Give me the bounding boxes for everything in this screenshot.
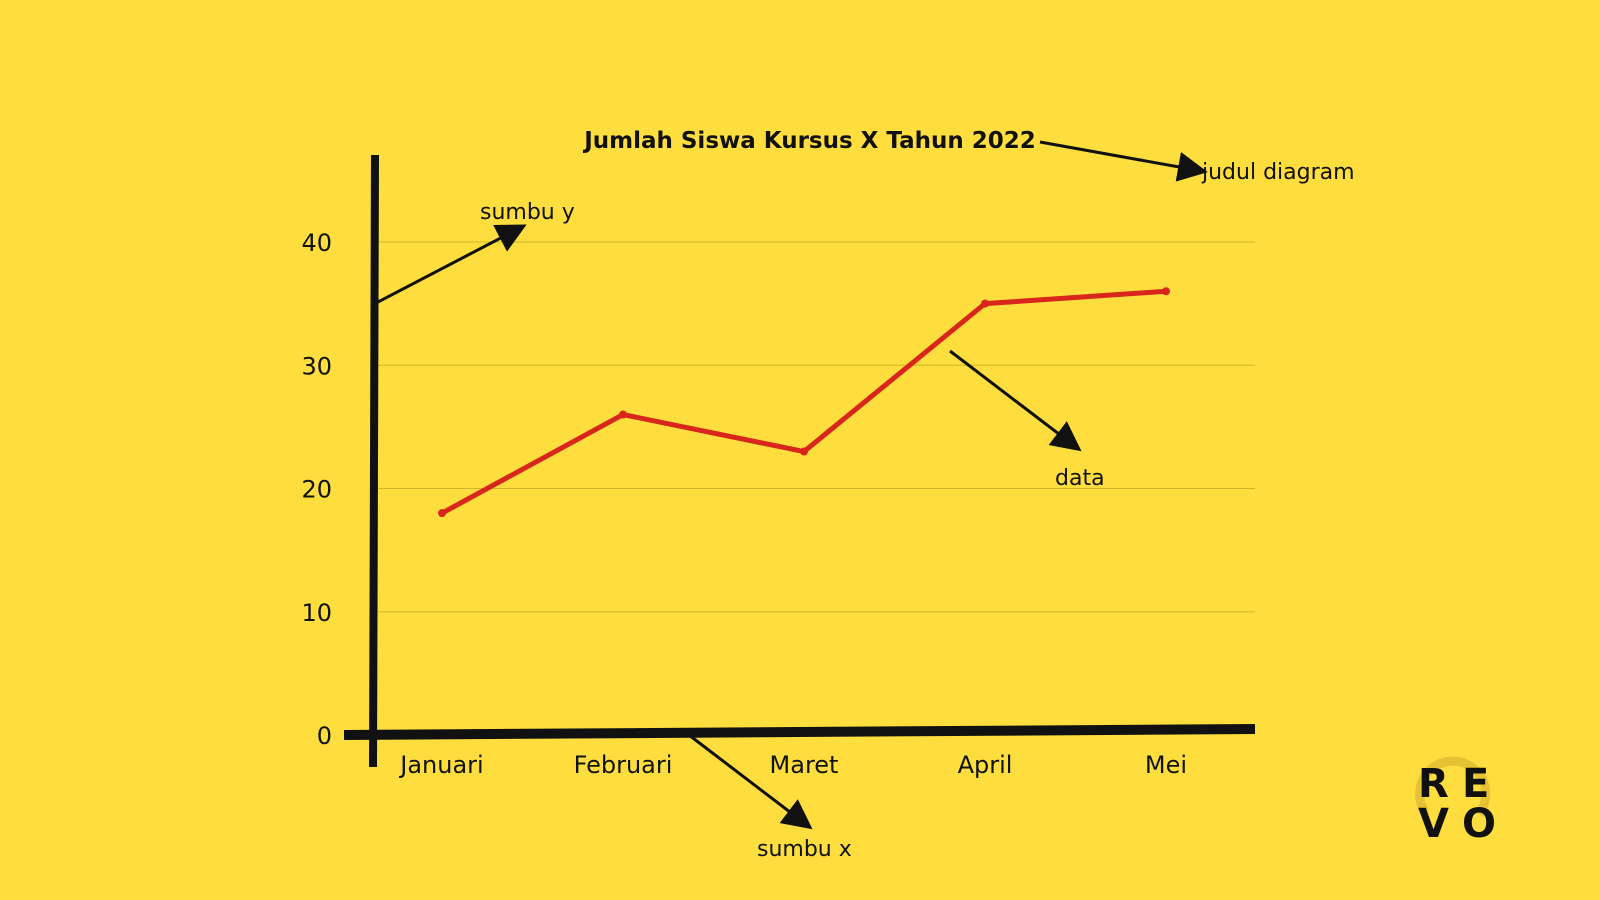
x-tick-label: Maret [770,751,839,779]
data-point [800,447,808,456]
x-axis-line [343,724,1256,740]
x-tick-label: Mei [1145,751,1187,779]
logo-letter-r: R [1418,761,1449,807]
x-axis-pointer-arrow [684,730,813,830]
data-point [619,410,627,419]
y-tick-label: 10 [301,599,332,627]
series-layer [438,287,1170,518]
y-tick-label: 40 [301,229,332,257]
data-point [438,509,446,518]
title-annotation: judul diagram [1201,160,1355,185]
logo-letter-o: O [1462,801,1496,847]
logo-swoosh [1415,756,1491,817]
chart-title: Jumlah Siswa Kursus X Tahun 2022 [582,128,1036,154]
y-tick-label: 30 [301,352,332,380]
y-tick-labels: 0 10 20 30 40 [301,229,332,750]
logo-letter-v: V [1418,801,1449,847]
logo-letter-e: E [1462,761,1489,807]
y-axis-line [369,154,379,768]
y-tick-label: 0 [317,722,332,750]
data-pointer-arrow [949,349,1082,452]
y-axis-pointer-arrow [377,224,527,304]
x-tick-labels: Januari Februari Maret April Mei [398,751,1187,779]
y-tick-label: 20 [301,476,332,504]
x-tick-label: Januari [398,751,483,779]
x-tick-label: Februari [574,751,673,779]
title-pointer-arrow [1039,140,1208,182]
revo-logo: R E V O [1415,756,1496,847]
x-tick-label: April [958,751,1013,779]
x-axis-annotation: sumbu x [757,837,852,862]
y-axis-annotation: sumbu y [480,200,575,225]
data-annotation: data [1055,466,1105,491]
data-point [1162,287,1170,296]
data-point [981,299,989,308]
